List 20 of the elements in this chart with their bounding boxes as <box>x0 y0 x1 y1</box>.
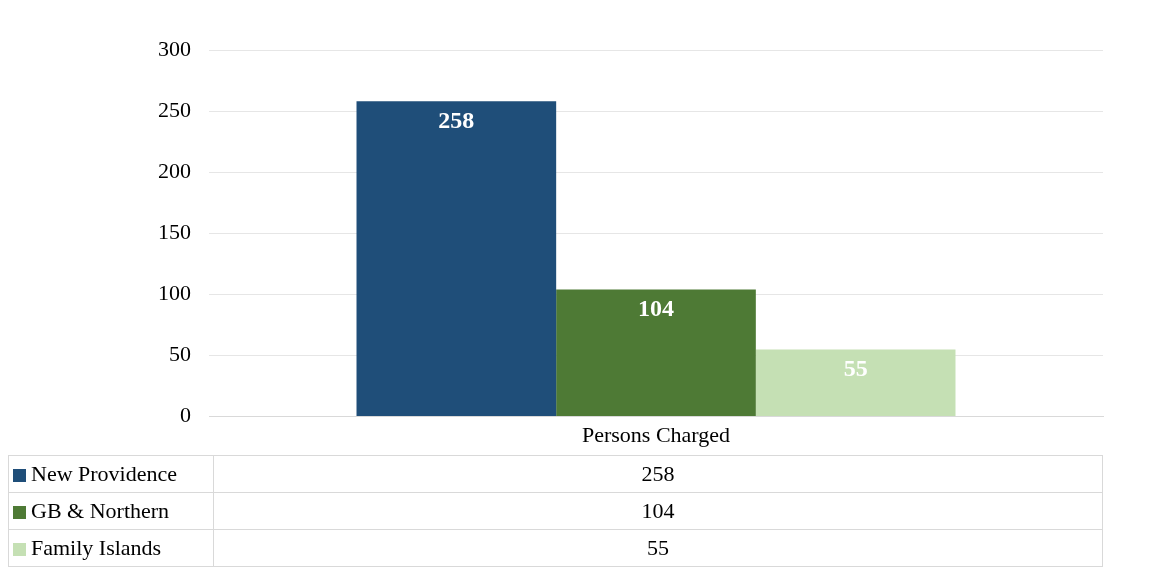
legend-label: New Providence <box>8 455 214 493</box>
legend-label: GB & Northern <box>8 492 214 530</box>
y-tick-label: 250 <box>158 96 191 122</box>
y-tick-label: 200 <box>158 157 191 183</box>
bar <box>356 101 557 417</box>
legend-label: Family Islands <box>8 529 214 567</box>
y-tick-label: 50 <box>169 341 191 367</box>
text: 104 <box>213 492 1103 530</box>
bar <box>556 289 756 417</box>
y-tick-label: 0 <box>180 402 191 428</box>
data-label: 104 <box>638 294 674 321</box>
text: 55 <box>213 529 1103 567</box>
data-label: 55 <box>843 354 868 381</box>
y-tick-label: 100 <box>158 280 191 306</box>
y-tick-label: 150 <box>158 219 191 245</box>
bar <box>755 349 956 417</box>
data-label: 258 <box>438 106 475 133</box>
x-tick-label: Persons Charged <box>581 421 731 447</box>
text: 258 <box>213 455 1103 493</box>
y-tick-label: 300 <box>158 35 191 61</box>
